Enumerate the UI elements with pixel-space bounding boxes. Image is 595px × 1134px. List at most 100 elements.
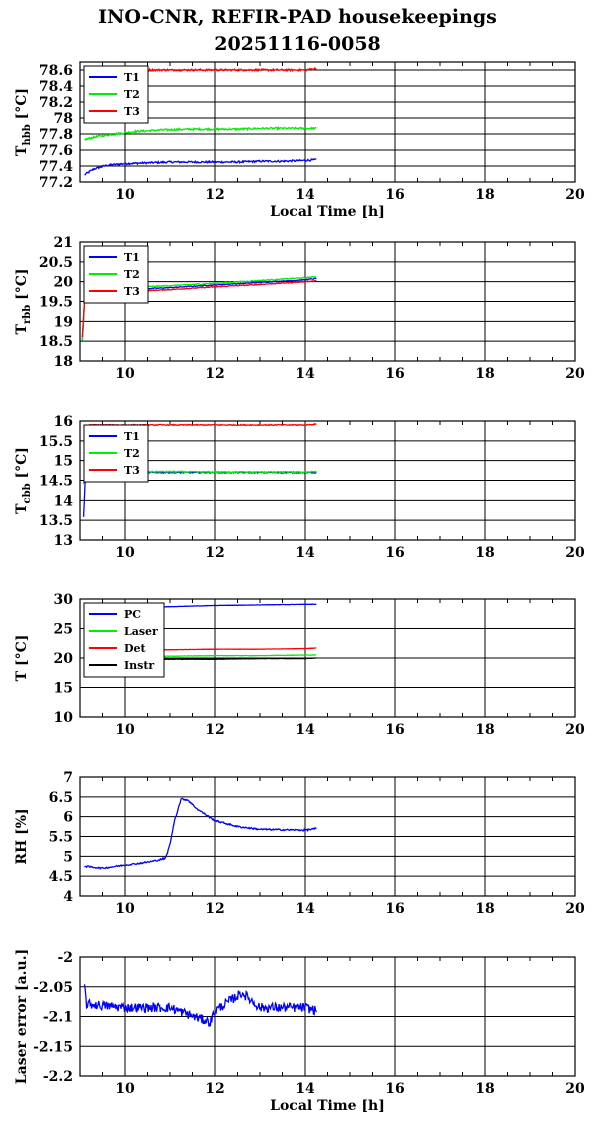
y-tick-label: -2.2 [43, 1069, 73, 1085]
y-tick-label: 5 [63, 849, 73, 865]
y-tick-label: -2 [57, 950, 73, 966]
y-tick-label: 77.8 [39, 127, 73, 143]
x-tick-label: 14 [295, 187, 315, 203]
y-tick-label: 6.5 [49, 790, 73, 806]
y-tick-label: 14.5 [39, 474, 73, 490]
x-tick-label: 20 [565, 1081, 585, 1097]
x-tick-label: 18 [475, 545, 494, 561]
y-tick-label: 15 [54, 681, 73, 697]
series-line [84, 797, 317, 870]
legend-label-instr: Instr [124, 659, 154, 672]
y-axis-label: Trbb [°C] [14, 269, 33, 335]
y-tick-label: 78.6 [39, 63, 73, 79]
y-tick-label: 20.5 [39, 255, 73, 271]
y-tick-label: 5.5 [49, 830, 73, 846]
plot-frame [79, 420, 576, 541]
legend-box [83, 602, 165, 678]
x-tick-label: 16 [385, 545, 404, 561]
y-tick-label: 18.5 [39, 334, 73, 350]
chart-panel-5: 4 4.5 5 5.5 6 6.5 7 10 12 14 16 18 20 RH [%] [14, 770, 585, 917]
x-tick-label: 10 [115, 901, 135, 917]
y-tick-label: 78.2 [39, 95, 73, 111]
y-tick-label: 13.5 [39, 513, 73, 529]
y-tick-label: 13 [54, 533, 73, 549]
x-tick-label: 10 [115, 366, 135, 382]
x-tick-label: 16 [385, 901, 404, 917]
y-tick-label: 19.5 [39, 295, 73, 311]
y-axis-label: T [°C] [14, 635, 30, 682]
plot-frame [79, 776, 576, 897]
y-tick-label: 20 [54, 651, 74, 667]
x-tick-label: 18 [475, 1081, 494, 1097]
x-tick-label: 12 [205, 722, 224, 738]
plot-frame [79, 241, 576, 362]
legend-label-pc: PC [124, 608, 141, 621]
legend-label-t2: T2 [124, 88, 140, 101]
series-line-t2 [84, 125, 317, 142]
y-tick-label: -2.05 [33, 980, 73, 996]
legend-label-t1: T1 [124, 71, 140, 84]
y-tick-label: 21 [54, 235, 73, 251]
plot-frame [79, 956, 576, 1077]
y-axis-label: Tcbb [°C] [14, 447, 33, 514]
series-line-t1 [84, 158, 317, 176]
x-tick-label: 20 [565, 901, 585, 917]
y-tick-label: 6 [63, 810, 73, 826]
legend-label-laser: Laser [124, 625, 158, 638]
y-axis-label: Laser error [a.u.] [14, 949, 30, 1084]
chart-panel-6: -2.2 -2.15 -2.1 -2.05 -2 10 12 14 16 18 20 Local Ti… [14, 949, 585, 1114]
y-tick-label: 77.6 [39, 143, 73, 159]
series-line [83, 984, 317, 1027]
x-tick-label: 12 [205, 545, 224, 561]
x-axis-label: Local Time [h] [270, 204, 385, 220]
x-tick-label: 10 [115, 722, 135, 738]
y-tick-label: 18 [54, 354, 73, 370]
y-tick-label: 19 [54, 314, 73, 330]
x-tick-label: 10 [115, 1081, 135, 1097]
x-tick-label: 16 [385, 1081, 404, 1097]
x-tick-label: 14 [295, 366, 315, 382]
legend-label-t1: T1 [124, 251, 140, 264]
y-tick-label: 77.4 [39, 159, 73, 175]
y-tick-label: 20 [54, 275, 74, 291]
x-tick-label: 10 [115, 187, 135, 203]
plot-frame [79, 598, 576, 718]
x-tick-label: 18 [475, 366, 494, 382]
x-tick-label: 14 [295, 1081, 315, 1097]
chart-title-line1: INO-CNR, REFIR-PAD housekeepings [98, 6, 497, 28]
x-tick-label: 20 [565, 545, 585, 561]
x-tick-label: 14 [295, 901, 315, 917]
x-tick-label: 14 [295, 545, 315, 561]
x-tick-label: 12 [205, 187, 224, 203]
chart-title-line2: 20251116-0058 [214, 33, 381, 55]
legend-label-t2: T2 [124, 268, 140, 281]
chart-panel-4: 10 15 20 25 30 10 12 14 16 18 20 T [°C] PC Laser Det In… [14, 592, 585, 738]
y-tick-label: 4.5 [49, 869, 73, 885]
y-tick-label: -2.15 [33, 1039, 73, 1055]
legend-label-t1: T1 [124, 430, 140, 443]
legend-label-t3: T3 [124, 105, 140, 118]
y-tick-label: 78.4 [39, 79, 73, 95]
x-tick-label: 12 [205, 1081, 224, 1097]
x-tick-label: 16 [385, 187, 404, 203]
legend-label-t2: T2 [124, 447, 140, 460]
x-tick-label: 20 [565, 366, 585, 382]
y-tick-label: 30 [54, 592, 74, 608]
y-tick-label: -2.1 [43, 1010, 73, 1026]
x-axis-label: Local Time [h] [270, 1098, 385, 1114]
plot-frame [79, 61, 576, 183]
y-tick-label: 7 [63, 770, 73, 786]
legend-label-det: Det [124, 642, 147, 655]
y-axis-label: RH [%] [14, 808, 30, 864]
x-tick-label: 16 [385, 722, 404, 738]
y-tick-label: 15 [54, 454, 73, 470]
y-tick-label: 78 [54, 111, 73, 127]
x-tick-label: 20 [565, 187, 585, 203]
x-tick-label: 18 [475, 722, 494, 738]
y-tick-label: 4 [63, 889, 73, 905]
x-tick-label: 10 [115, 545, 135, 561]
x-tick-label: 20 [565, 722, 585, 738]
y-tick-label: 14 [54, 493, 74, 509]
